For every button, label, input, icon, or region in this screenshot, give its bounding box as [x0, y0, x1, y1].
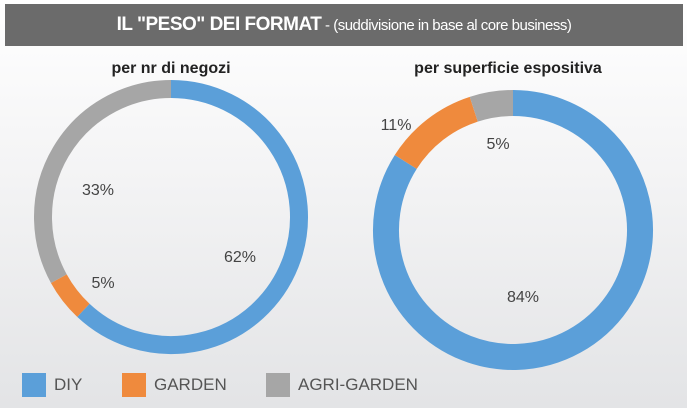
- data-label: 33%: [82, 182, 114, 199]
- donut-segment-agri-garden: [34, 80, 172, 283]
- legend-label: AGRI-GARDEN: [298, 375, 418, 394]
- donut-segment-garden: [50, 274, 90, 317]
- donut-segment-agri-garden: [469, 90, 514, 122]
- data-label: 84%: [507, 289, 539, 306]
- donut-segment-diy: [373, 90, 653, 370]
- chart-title: IL "PESO" DEI FORMAT: [116, 14, 322, 35]
- legend-item-agri-garden: AGRI-GARDEN: [266, 373, 418, 397]
- legend-item-diy: DIY: [22, 373, 82, 397]
- donut-title-superficie: per superficie espositiva: [414, 60, 602, 77]
- legend-item-garden: GARDEN: [122, 373, 227, 397]
- legend-swatch: [266, 373, 290, 397]
- data-label: 11%: [381, 117, 412, 134]
- legend-swatch: [122, 373, 146, 397]
- chart-title-bar: IL "PESO" DEI FORMAT - (suddivisione in …: [5, 4, 683, 46]
- chart-subtitle: - (suddivisione in base al core business…: [321, 17, 572, 34]
- data-label: 62%: [224, 249, 256, 266]
- legend-swatch: [22, 373, 46, 397]
- data-label: 5%: [486, 136, 509, 153]
- data-label: 5%: [91, 275, 114, 292]
- legend-label: DIY: [54, 375, 83, 394]
- donut-title-negozi: per nr di negozi: [111, 60, 231, 77]
- donut-segment-diy: [77, 80, 308, 354]
- legend-label: GARDEN: [154, 375, 227, 394]
- donut-segment-garden: [394, 96, 479, 170]
